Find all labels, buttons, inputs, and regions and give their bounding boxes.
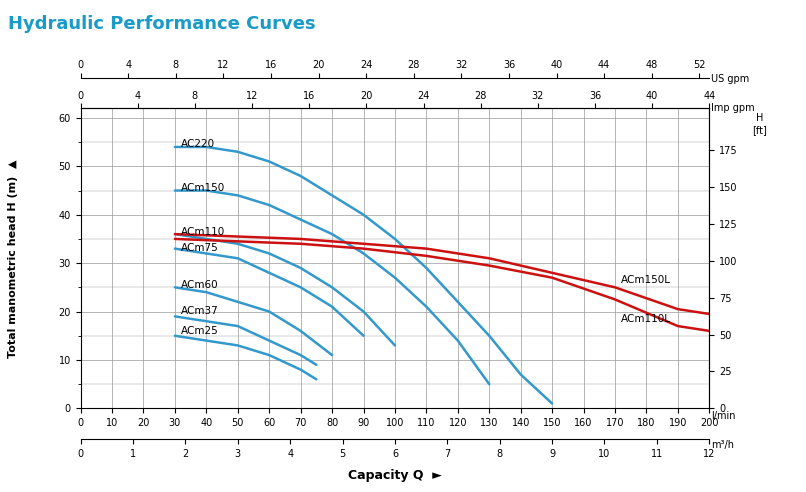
Text: AC220: AC220 (181, 139, 215, 150)
Text: ACm60: ACm60 (181, 280, 218, 290)
Text: ACm110L: ACm110L (621, 313, 671, 324)
Text: Hydraulic Performance Curves: Hydraulic Performance Curves (8, 15, 316, 33)
Text: ACm150L: ACm150L (621, 275, 671, 285)
Text: ACm25: ACm25 (181, 326, 219, 336)
Text: ACm37: ACm37 (181, 307, 219, 316)
Text: Capacity Q  ►: Capacity Q ► (348, 469, 442, 482)
Text: Imp gpm: Imp gpm (711, 103, 754, 113)
Text: ACm150: ACm150 (181, 183, 226, 193)
Text: ACm75: ACm75 (181, 244, 219, 253)
Text: US gpm: US gpm (711, 74, 749, 84)
Text: H
[ft]: H [ft] (752, 113, 767, 135)
Text: ACm110: ACm110 (181, 226, 226, 237)
Text: m³/h: m³/h (711, 440, 734, 450)
Text: l/min: l/min (711, 411, 735, 421)
Text: Total manometric head H (m)  ▲: Total manometric head H (m) ▲ (8, 159, 18, 358)
